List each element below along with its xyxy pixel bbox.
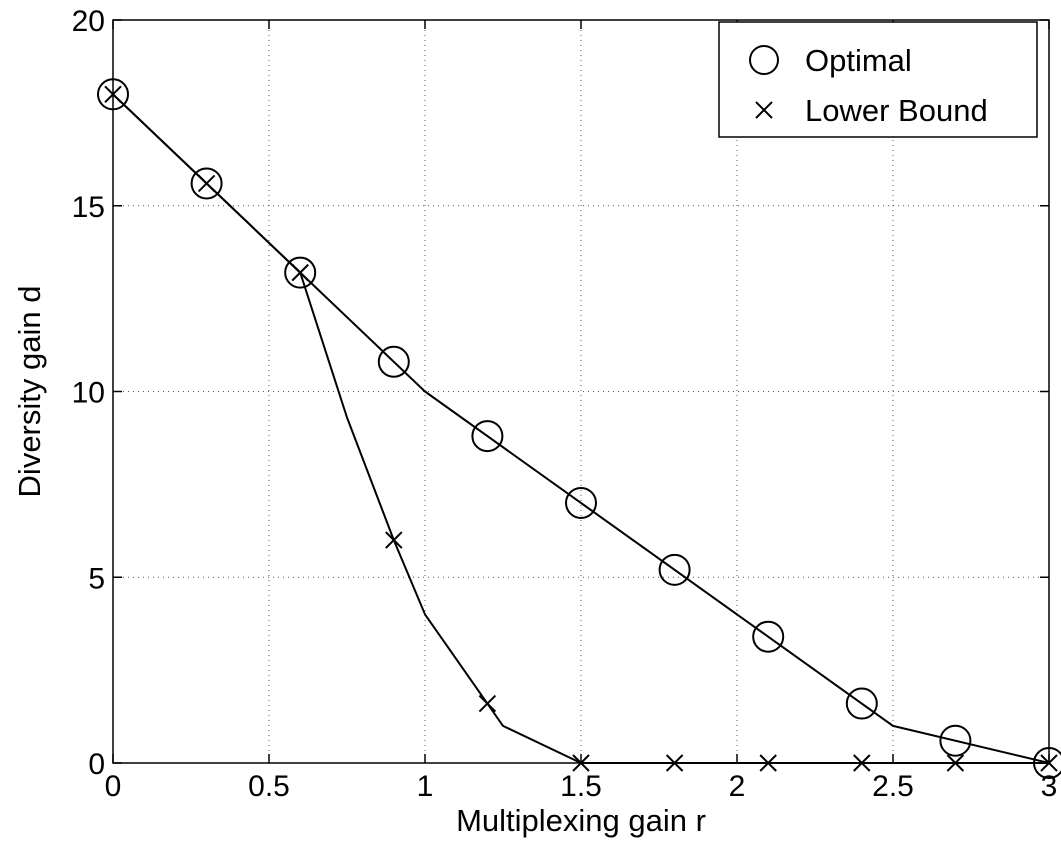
marker-lower-bound [385,531,403,549]
marker-optimal [471,420,504,453]
x-axis-label: Multiplexing gain r [456,803,706,838]
marker-optimal [939,724,972,757]
legend-label-lower-bound: Lower Bound [805,93,988,128]
legend-label-optimal: Optimal [805,43,912,78]
y-tick-label: 20 [72,5,105,38]
y-tick-label: 15 [72,191,105,224]
marker-lower-bound [197,174,216,193]
y-tick-label: 5 [88,562,105,595]
series-line-lower-bound [112,93,1049,764]
legend-marker-optimal [749,45,779,75]
grid-lines [113,20,1049,763]
y-tick-label: 0 [88,748,105,781]
marker-lower-bound [291,263,309,282]
marker-optimal [284,256,317,289]
x-tick-label: 1 [417,770,434,803]
legend: Optimal Lower Bound [718,21,1038,138]
legend-marker-lower-bound [755,101,773,119]
x-tick-label: 1.5 [560,770,602,803]
series-lines [112,93,1050,764]
marker-lower-bound [478,694,497,713]
x-tick-label: 0.5 [248,770,290,803]
marker-optimal [190,167,223,200]
marker-optimal [565,486,597,519]
x-tick-label: 2 [729,770,746,803]
x-tick-label: 0 [105,770,122,803]
marker-optimal [658,553,691,586]
marker-optimal [845,687,878,720]
marker-optimal [752,620,785,653]
tick-labels: 0 0.5 1 1.5 2 2.5 3 0 5 10 15 20 [72,5,1058,803]
x-tick-label: 2.5 [872,770,914,803]
x-tick-label: 3 [1041,770,1058,803]
y-tick-label: 10 [72,377,105,410]
marker-optimal [377,345,410,378]
y-axis-label: Diversity gain d [12,286,47,498]
